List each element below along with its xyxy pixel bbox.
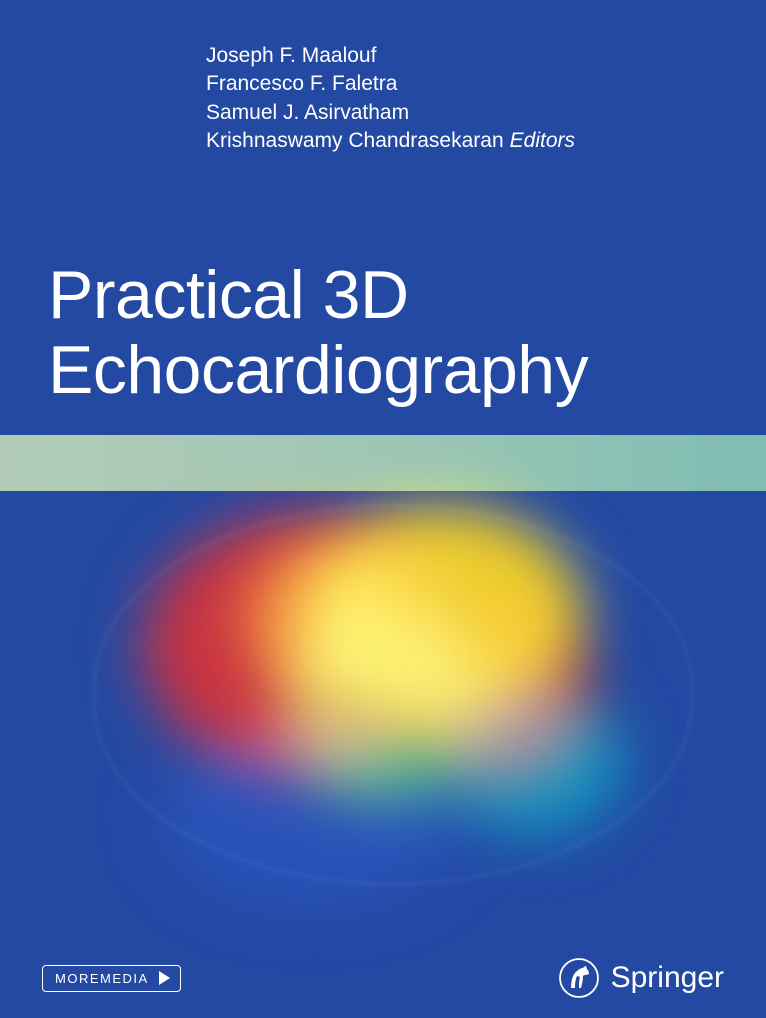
book-title: Practical 3D Echocardiography: [48, 258, 588, 408]
editor-name: Francesco F. Faletra: [206, 70, 575, 98]
title-line: Echocardiography: [48, 333, 588, 408]
moremedia-badge: MOREMEDIA: [42, 965, 181, 992]
publisher-logo: Springer: [559, 958, 724, 998]
editor-line-with-role: Krishnaswamy Chandrasekaran Editors: [206, 127, 575, 155]
editor-name: Samuel J. Asirvatham: [206, 99, 575, 127]
editor-name: Joseph F. Maalouf: [206, 42, 575, 70]
publisher-name: Springer: [611, 961, 724, 995]
moremedia-label: MOREMEDIA: [55, 971, 149, 986]
footer-bar: MOREMEDIA Springer: [0, 948, 766, 1018]
title-line: Practical 3D: [48, 258, 588, 333]
editors-role: Editors: [510, 129, 575, 152]
editor-name: Krishnaswamy Chandrasekaran: [206, 129, 504, 152]
cover-art-band: [0, 435, 766, 875]
editors-block: Joseph F. Maalouf Francesco F. Faletra S…: [206, 42, 575, 155]
springer-horse-icon: [559, 958, 599, 998]
play-icon: [159, 971, 170, 985]
book-cover: Joseph F. Maalouf Francesco F. Faletra S…: [0, 0, 766, 1018]
echocardiography-image: [63, 485, 703, 865]
echo-blob: [443, 685, 623, 835]
accent-stripe: [0, 435, 766, 491]
